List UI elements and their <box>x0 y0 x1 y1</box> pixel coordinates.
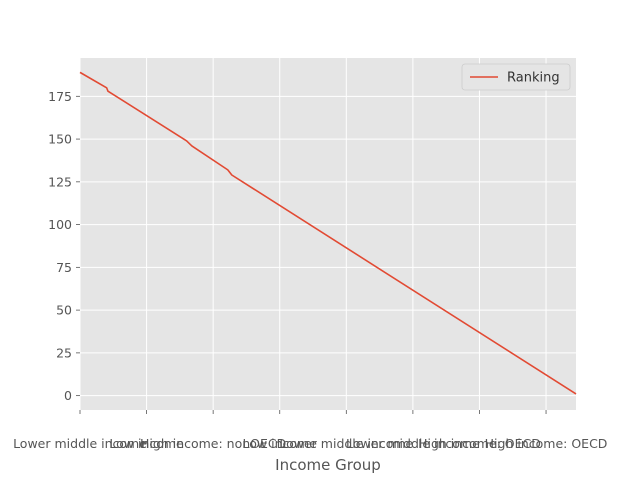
y-tick-label: 175 <box>48 89 72 104</box>
x-tick-label: Lower middle income <box>279 436 413 451</box>
x-tick-label: Lower middle income <box>13 436 147 451</box>
plot-area <box>80 58 576 410</box>
y-tick-label: 0 <box>64 388 72 403</box>
x-axis-title: Income Group <box>275 456 381 474</box>
y-tick-label: 100 <box>48 217 72 232</box>
legend: Ranking <box>461 63 571 91</box>
legend-label-ranking: Ranking <box>507 71 560 86</box>
series-line-ranking <box>79 71 577 395</box>
x-tick-label: Low income <box>109 436 184 451</box>
x-tick-label: Low income <box>243 436 318 451</box>
y-tick-label: 25 <box>56 345 72 360</box>
x-tick-label: High income: nonOECD <box>140 436 286 451</box>
legend-box <box>461 63 571 91</box>
series-layer <box>79 71 577 395</box>
x-tick-label: High income: OECD <box>485 436 608 451</box>
x-tick-label: Lower middle income <box>346 436 480 451</box>
y-tick-label: 125 <box>48 174 72 189</box>
grid-lines <box>79 58 576 410</box>
y-tick-label: 150 <box>48 132 72 147</box>
y-tick-label: 75 <box>56 260 72 275</box>
y-tick-label: 50 <box>56 303 72 318</box>
x-tick-label: High income: OECD <box>418 436 541 451</box>
